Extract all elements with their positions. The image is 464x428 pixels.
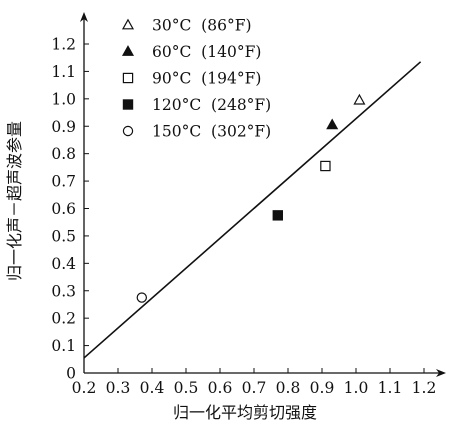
y-tick-label: 0.1 [51, 337, 76, 355]
fit-line-group [83, 61, 422, 359]
legend-label: 90°C (194°F) [152, 70, 261, 88]
x-tick-label: 0.4 [140, 379, 165, 397]
y-tick-label: 0.9 [51, 118, 76, 136]
x-axis-title: 归一化平均剪切强度 [173, 403, 317, 422]
y-tick-label: 0.8 [51, 145, 76, 163]
y-tick-label: 1.1 [51, 63, 76, 81]
x-tick-label: 1.0 [344, 379, 369, 397]
x-tick-label: 0.7 [242, 379, 267, 397]
axes [80, 12, 446, 377]
legend-label: 150°C (302°F) [152, 123, 271, 141]
y-tick-label: 1.2 [51, 36, 76, 54]
y-tick-label: 0.5 [51, 227, 76, 245]
x-axis-arrow [436, 369, 446, 377]
y-tick-label: 0.6 [51, 200, 76, 218]
legend-marker [122, 125, 134, 137]
fit-line [83, 61, 422, 359]
legend-label: 30°C (86°F) [152, 17, 252, 35]
legend-marker [121, 45, 135, 56]
data-point [326, 118, 339, 130]
x-tick-label: 0.2 [72, 379, 97, 397]
x-tick-label: 0.9 [310, 379, 335, 397]
y-tick-label: 0.4 [51, 255, 76, 273]
x-tick-label: 1.1 [378, 379, 403, 397]
y-tick-label: 1.0 [51, 90, 76, 108]
y-tick-label: 0.3 [51, 282, 76, 300]
y-axis-arrow [80, 12, 88, 22]
x-tick-label: 0.6 [208, 379, 233, 397]
legend-marker [122, 72, 134, 84]
x-tick-label: 1.2 [412, 379, 437, 397]
data-point [136, 292, 147, 303]
y-axis-ticks: 0 0.1 0.2 0.3 0.4 0.5 0.6 0.7 0.8 0.9 1.0 1.1 1.2 [51, 36, 89, 383]
data-points [136, 93, 366, 303]
y-tick-label: 0 [66, 365, 76, 383]
legend-marker [122, 99, 134, 110]
legend-label: 120°C (248°F) [152, 96, 271, 114]
legend-marker [121, 18, 135, 30]
x-axis-ticks: 0.2 0.3 0.4 0.5 0.6 0.7 0.8 0.9 1.0 1.1 1.2 [72, 368, 437, 397]
data-point [320, 160, 331, 172]
y-tick-label: 0.7 [51, 173, 76, 191]
data-point [353, 93, 366, 105]
legend-label: 60°C (140°F) [152, 43, 261, 61]
x-tick-label: 0.5 [174, 379, 199, 397]
x-tick-label: 0.8 [276, 379, 301, 397]
y-tick-label: 0.2 [51, 310, 76, 328]
y-axis-title: 归一化声－超声波参量 [5, 121, 24, 281]
x-tick-label: 0.3 [106, 379, 131, 397]
data-point [272, 210, 284, 221]
legend: 30°C (86°F) 60°C (140°F) 90°C (194°F) 120°C… [121, 17, 271, 141]
